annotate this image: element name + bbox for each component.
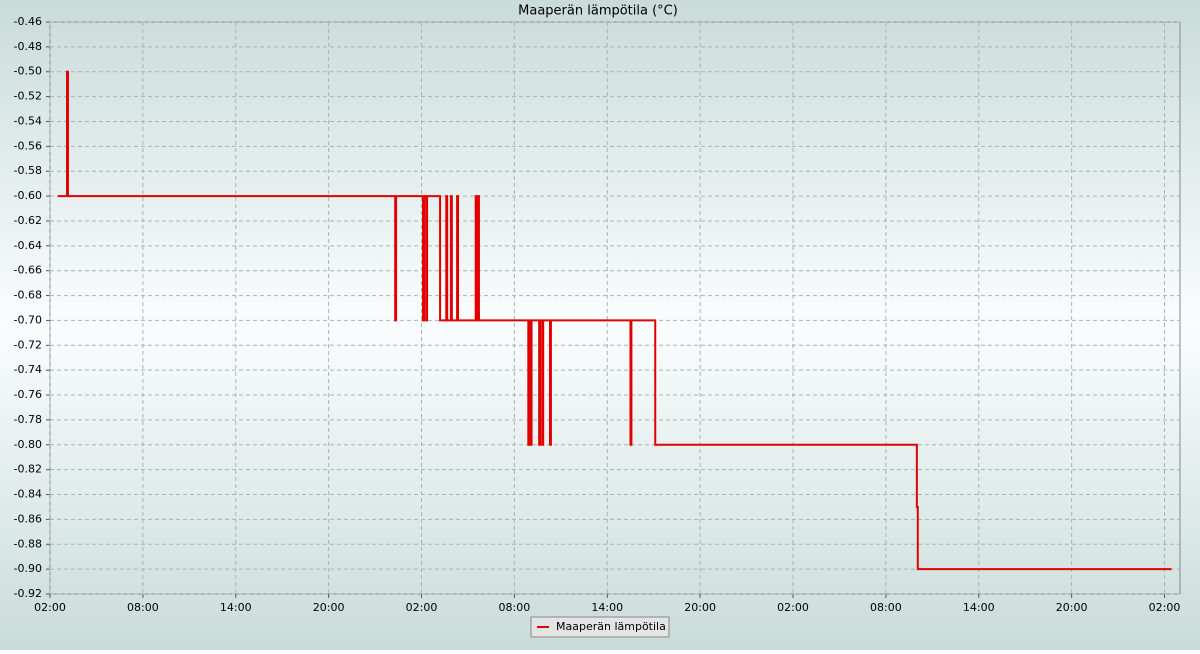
x-tick-label: 02:00: [34, 601, 66, 614]
y-tick-label: -0.88: [14, 537, 42, 550]
data-line: [57, 70, 1172, 571]
x-tick-label: 14:00: [963, 601, 995, 614]
y-tick-label: -0.66: [14, 264, 42, 277]
y-tick-label: -0.74: [14, 363, 42, 376]
x-tick-label: 20:00: [313, 601, 345, 614]
legend-label: Maaperän lämpötila: [556, 620, 666, 633]
x-tick-label: 02:00: [1149, 601, 1181, 614]
y-tick-label: -0.54: [14, 114, 42, 127]
y-tick-label: -0.46: [14, 15, 42, 28]
x-tick-label: 08:00: [127, 601, 159, 614]
y-tick-label: -0.72: [14, 338, 42, 351]
y-tick-label: -0.92: [14, 587, 42, 600]
plot-frame: [49, 21, 1181, 595]
y-tick-label: -0.70: [14, 313, 42, 326]
y-tick-label: -0.80: [14, 438, 42, 451]
legend-box: [530, 616, 670, 638]
y-tick-label: -0.52: [14, 90, 42, 103]
y-tick-label: -0.78: [14, 413, 42, 426]
chart-title: Maaperän lämpötila (°C): [518, 4, 678, 19]
x-tick-label: 20:00: [1056, 601, 1088, 614]
y-tick-label: -0.90: [14, 562, 42, 575]
y-tick-label: -0.84: [14, 488, 42, 501]
x-tick-label: 02:00: [777, 601, 809, 614]
y-tick-label: -0.64: [14, 239, 42, 252]
y-tick-label: -0.50: [14, 65, 42, 78]
x-tick-label: 08:00: [499, 601, 531, 614]
y-tick-label: -0.82: [14, 463, 42, 476]
y-tick-label: -0.86: [14, 512, 42, 525]
x-tick-label: 02:00: [406, 601, 438, 614]
x-tick-label: 20:00: [684, 601, 716, 614]
y-tick-label: -0.48: [14, 40, 42, 53]
y-tick-label: -0.60: [14, 189, 42, 202]
x-tick-label: 14:00: [591, 601, 623, 614]
x-tick-label: 08:00: [870, 601, 902, 614]
x-tick-label: 14:00: [220, 601, 252, 614]
y-tick-label: -0.56: [14, 139, 42, 152]
y-tick-label: -0.62: [14, 214, 42, 227]
y-tick-label: -0.76: [14, 388, 42, 401]
y-tick-label: -0.58: [14, 164, 42, 177]
y-tick-label: -0.68: [14, 289, 42, 302]
